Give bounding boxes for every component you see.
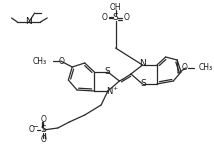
- Text: S: S: [104, 66, 110, 76]
- Text: N: N: [107, 87, 113, 97]
- Text: N: N: [139, 59, 146, 69]
- Text: O: O: [29, 125, 35, 135]
- Text: OH: OH: [110, 3, 121, 13]
- Text: N: N: [25, 17, 32, 27]
- Text: O: O: [123, 14, 129, 23]
- Text: O: O: [59, 56, 65, 66]
- Text: O: O: [40, 115, 46, 124]
- Text: S: S: [40, 125, 46, 135]
- Text: O: O: [102, 14, 108, 23]
- Text: S: S: [141, 80, 146, 89]
- Text: −: −: [33, 124, 39, 130]
- Text: CH₃: CH₃: [33, 56, 47, 66]
- Text: S: S: [113, 14, 118, 23]
- Text: +: +: [112, 86, 117, 91]
- Text: O: O: [40, 135, 46, 145]
- Text: CH₃: CH₃: [198, 63, 213, 73]
- Text: O: O: [182, 63, 188, 73]
